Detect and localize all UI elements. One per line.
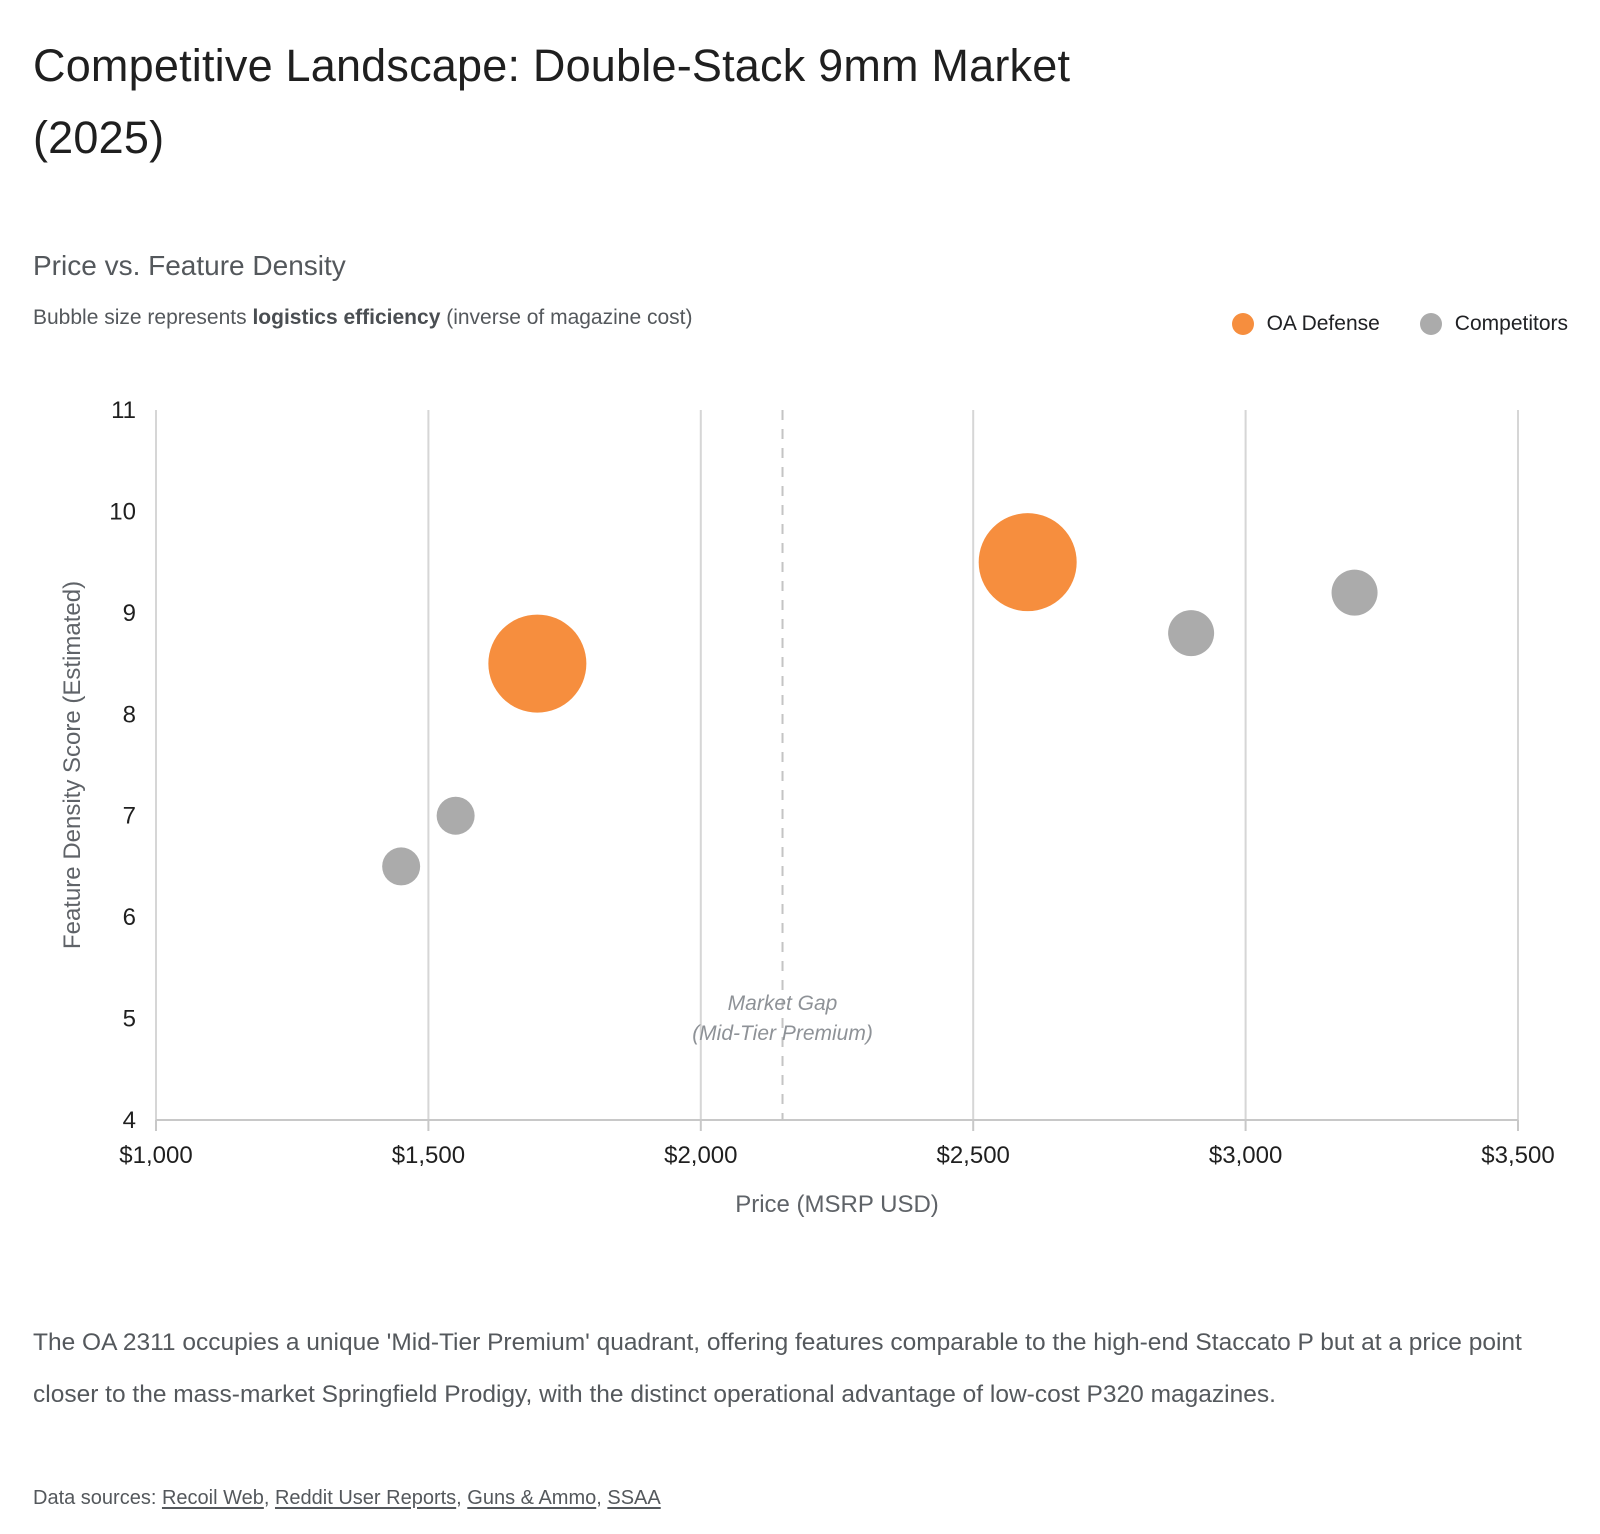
page-title: Competitive Landscape: Double-Stack 9mm … [33, 40, 1071, 163]
bubble-competitors[interactable] [436, 796, 475, 835]
chart-caption: Bubble size represents logistics efficie… [33, 306, 692, 330]
y-tick-label-10: 10 [109, 498, 136, 525]
data-sources: Data sources: Recoil Web, Reddit User Re… [33, 1487, 661, 1509]
data-sources-label: Data sources: [33, 1487, 162, 1509]
legend-dot-icon [1419, 313, 1442, 335]
x-tick-label-3500: $3,500 [1481, 1142, 1554, 1169]
y-tick-label-6: 6 [123, 904, 136, 931]
y-tick-label-11: 11 [111, 397, 136, 424]
y-tick-label-5: 5 [123, 1006, 136, 1033]
x-tick-label-1000: $1,000 [119, 1142, 192, 1169]
source-link-guns-ammo[interactable]: Guns & Ammo [467, 1487, 597, 1509]
bubble-chart: Market Gap (Mid-Tier Premium) $1,000 $1,500… [59, 397, 1555, 1218]
insight-paragraph: The OA 2311 occupies a unique 'Mid-Tier … [33, 1329, 1522, 1408]
y-tick-label-8: 8 [123, 701, 136, 728]
caption-bold-term: logistics efficiency [252, 306, 441, 329]
x-tick-label-3000: $3,000 [1209, 1142, 1282, 1169]
x-tick-label-2000: $2,000 [664, 1142, 737, 1169]
source-link-reddit-user-reports[interactable]: Reddit User Reports [274, 1487, 457, 1509]
market-gap-label-line1: Market Gap [728, 992, 838, 1015]
legend-item-oa-defense[interactable]: OA Defense [1231, 312, 1380, 336]
bubble-oa-defense[interactable] [978, 513, 1077, 612]
bubble-oa-defense[interactable] [488, 614, 587, 713]
legend-label: Competitors [1454, 312, 1568, 335]
caption-suffix: (inverse of magazine cost) [440, 306, 693, 329]
chart-legend: OA Defense Competitors [1231, 312, 1568, 336]
x-tick-label-2500: $2,500 [936, 1142, 1009, 1169]
y-tick-label-4: 4 [123, 1107, 136, 1134]
chart-subtitle: Price vs. Feature Density [33, 250, 346, 281]
caption-prefix: Bubble size represents [33, 306, 253, 329]
source-link-recoil-web[interactable]: Recoil Web [161, 1487, 264, 1509]
y-tick-label-7: 7 [123, 803, 136, 830]
bubble-competitors[interactable] [1168, 610, 1215, 657]
legend-label: OA Defense [1266, 312, 1380, 335]
y-tick-label-9: 9 [123, 600, 136, 627]
x-axis-title: Price (MSRP USD) [735, 1191, 939, 1218]
bubble-competitors[interactable] [382, 847, 421, 886]
x-tick-label-1500: $1,500 [392, 1142, 465, 1169]
y-axis-title: Feature Density Score (Estimated) [59, 581, 86, 949]
legend-dot-icon [1231, 313, 1254, 335]
source-link-ssaa[interactable]: SSAA [607, 1487, 661, 1509]
legend-item-competitors[interactable]: Competitors [1419, 312, 1568, 336]
market-gap-label-line2: (Mid-Tier Premium) [692, 1022, 873, 1045]
bubble-competitors[interactable] [1331, 569, 1378, 616]
